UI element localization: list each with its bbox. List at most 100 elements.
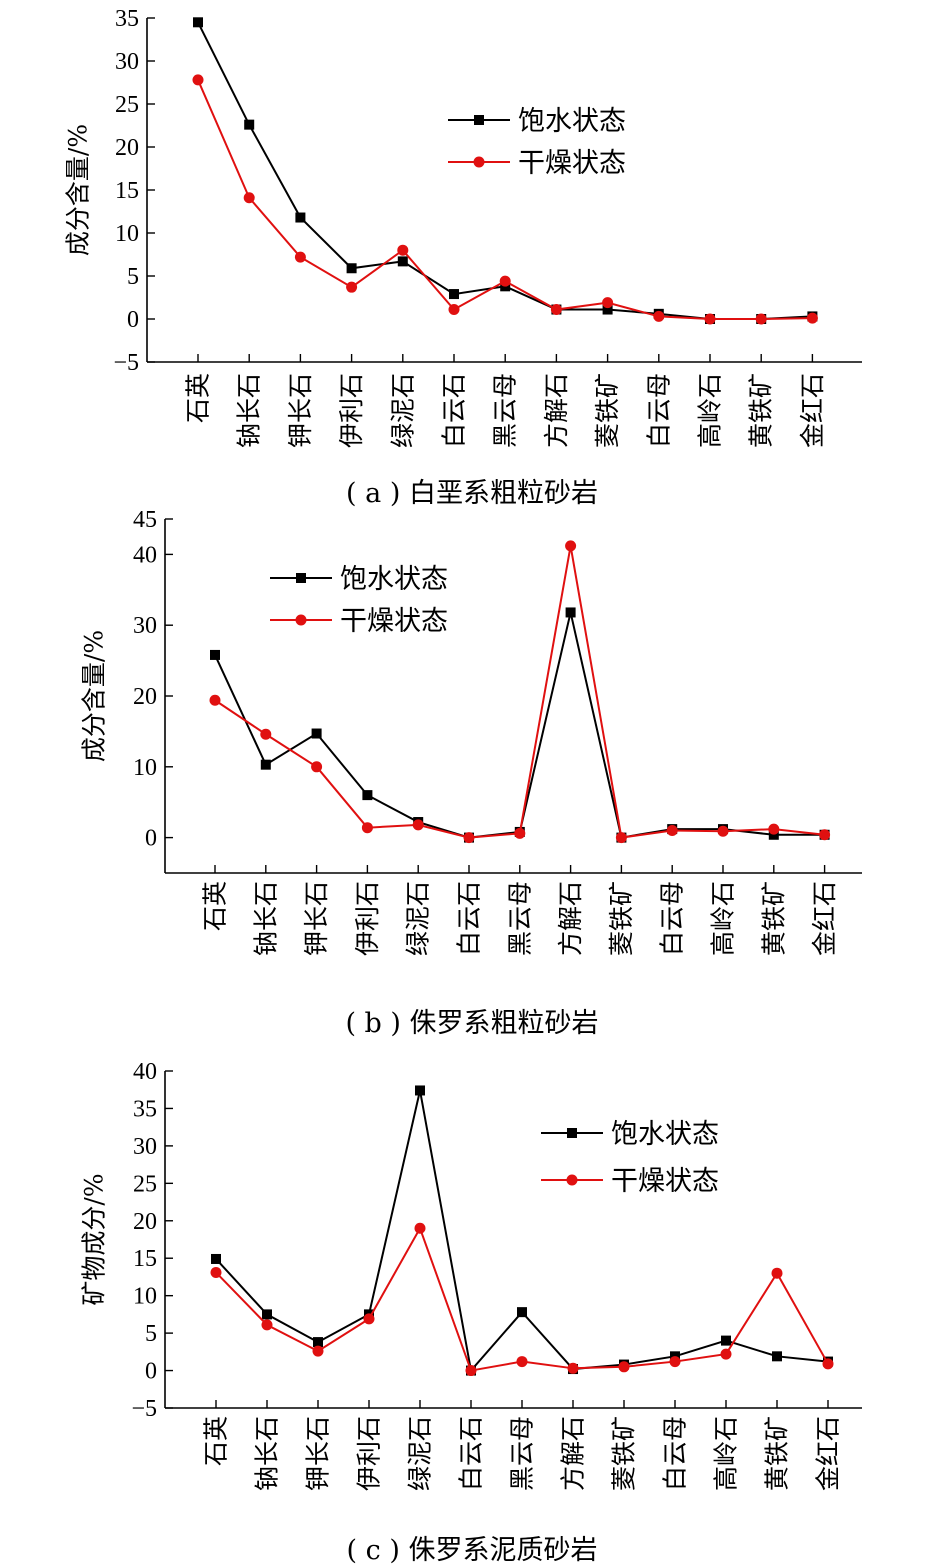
series-line (214, 545, 825, 839)
y-tick-label: 25 (115, 92, 139, 118)
x-tick-label: 石英 (201, 881, 230, 931)
x-tick-label: 黑云母 (505, 881, 534, 956)
x-tick-label: 石英 (184, 373, 213, 423)
data-point (260, 728, 272, 740)
y-axis-label: 成分含量/% (80, 630, 109, 762)
y-tick-label: 30 (133, 1134, 157, 1160)
data-point (565, 607, 576, 618)
data-point (602, 297, 614, 309)
y-tick-label: 10 (115, 221, 139, 247)
legend-marker (474, 115, 484, 125)
x-tick-label: 绿泥石 (388, 373, 417, 448)
data-point (669, 1356, 681, 1368)
y-tick-label: −5 (113, 350, 139, 376)
x-tick-label: 方解石 (559, 1416, 588, 1491)
data-point (362, 790, 373, 801)
data-point (721, 1335, 731, 1346)
x-tick-label: 绿泥石 (406, 1416, 435, 1491)
data-point (465, 1365, 477, 1377)
x-tick-label: 金红石 (814, 1416, 843, 1491)
data-point (346, 281, 358, 293)
x-tick-label: 方解石 (542, 373, 571, 448)
x-tick-label: 白云石 (440, 373, 469, 448)
y-tick-label: 30 (115, 49, 139, 75)
data-point (193, 17, 203, 28)
data-point (720, 1348, 732, 1360)
x-tick-label: 菱铁矿 (607, 881, 636, 956)
x-tick-label: 金红石 (810, 881, 839, 956)
data-point (397, 244, 409, 256)
legend-marker (567, 1128, 577, 1138)
data-point (653, 310, 665, 322)
x-tick-label: 钠长石 (251, 881, 280, 956)
data-point (361, 822, 373, 834)
figure-caption: ( a ) 白垩系粗粒砂岩 (346, 478, 598, 509)
data-point (313, 1337, 323, 1348)
y-tick-label: 15 (133, 1246, 157, 1272)
data-point (499, 275, 511, 287)
data-point (312, 1345, 324, 1357)
chart-panel-1: −5 0 5 10 15 20 25 30 35 石英 钠长石 钾长石 伊利石 绿泥石 白云石 黑云母 方解石菱… (64, 6, 862, 509)
legend-marker (566, 1174, 578, 1186)
x-tick-label: 伊利石 (353, 881, 382, 956)
data-point (449, 289, 459, 300)
data-point (755, 313, 767, 325)
legend-label: 饱水状态 (518, 106, 626, 137)
data-point (260, 759, 271, 770)
data-point (448, 304, 460, 316)
data-point (414, 1222, 426, 1234)
x-tick-label: 黄铁矿 (759, 881, 788, 956)
series-line (214, 612, 825, 839)
y-tick-label: 20 (115, 135, 139, 161)
data-point (397, 256, 408, 267)
x-tick-label: 钠长石 (253, 1416, 282, 1491)
x-tick-label: 白云石 (457, 1416, 486, 1491)
data-point (210, 1266, 222, 1278)
y-tick-label: 35 (133, 1096, 157, 1122)
y-tick-label: 40 (133, 542, 157, 568)
data-point (717, 825, 729, 837)
y-axis-label: 矿物成分/% (80, 1173, 109, 1305)
y-tick-label: 0 (145, 826, 157, 852)
series-line (215, 1225, 829, 1372)
data-point (514, 827, 526, 839)
x-tick-label: 菱铁矿 (593, 373, 622, 448)
chart-panel-3: −5 0 5 10 15 20 25 30 35 40 石英 钠长石 钾长石 伊利石 绿泥石 白云石 黑云母 方解… (80, 1059, 862, 1566)
figure-caption: ( b ) 侏罗系粗粒砂岩 (345, 1008, 598, 1039)
data-point (822, 1358, 834, 1370)
x-tick-label: 绿泥石 (404, 881, 433, 956)
series-line (215, 1090, 829, 1373)
data-point (618, 1361, 630, 1373)
data-point (567, 1362, 579, 1374)
data-point (262, 1309, 272, 1320)
y-tick-label: 5 (127, 264, 139, 290)
x-tick-label: 金红石 (798, 373, 827, 448)
y-tick-label: 20 (133, 684, 157, 710)
x-tick-label: 高岭石 (696, 373, 725, 448)
legend-label: 干燥状态 (340, 606, 448, 637)
data-point (243, 192, 255, 204)
x-tick-label: 石英 (202, 1416, 231, 1466)
data-point (463, 832, 475, 844)
data-point (768, 829, 779, 840)
data-point (819, 829, 831, 841)
data-point (261, 1319, 273, 1331)
y-tick-label: 0 (145, 1359, 157, 1385)
data-point (666, 825, 678, 837)
y-tick-label: 30 (133, 613, 157, 639)
x-tick-label: 钾长石 (302, 881, 331, 956)
x-tick-label: 钾长石 (286, 373, 315, 448)
data-point (771, 1267, 783, 1279)
data-point (311, 761, 323, 773)
data-point (704, 313, 716, 325)
data-point (211, 1253, 221, 1264)
x-tick-label: 伊利石 (337, 373, 366, 448)
x-tick-label: 白云母 (661, 1416, 690, 1491)
series-line (197, 21, 813, 320)
data-point (244, 119, 255, 130)
y-tick-label: 5 (145, 1321, 157, 1347)
figure-caption: ( c ) 侏罗系泥质砂岩 (347, 1535, 598, 1566)
x-tick-label: 白云母 (658, 881, 687, 956)
data-point (806, 312, 818, 324)
x-tick-label: 白云母 (644, 373, 673, 448)
